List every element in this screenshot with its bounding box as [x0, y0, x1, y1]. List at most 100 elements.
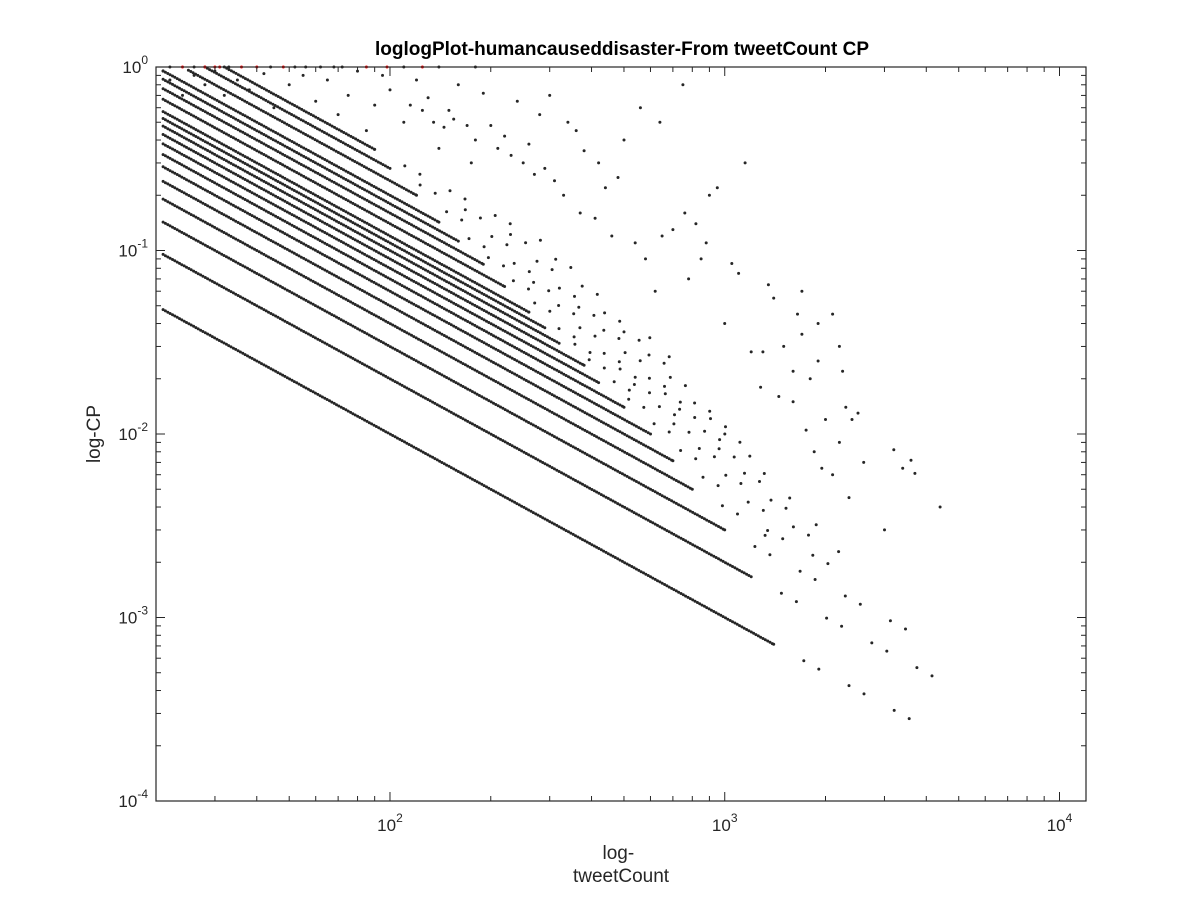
data-point-3283 — [334, 137, 338, 141]
data-point-1047 — [248, 227, 252, 231]
data-point-3149 — [254, 106, 258, 109]
data-point-743 — [665, 496, 669, 500]
data-point-372 — [405, 386, 409, 390]
data-point-2472 — [356, 216, 360, 220]
data-point-907 — [466, 364, 470, 368]
data-point-744 — [667, 498, 671, 501]
data-point-2083 — [264, 181, 268, 185]
data-point-3018 — [222, 102, 226, 106]
data-point-699 — [562, 440, 566, 444]
data-point-1302 — [316, 250, 320, 254]
data-point-3390 — [782, 344, 786, 348]
data-point-2492 — [403, 242, 406, 246]
data-point-3374 — [361, 141, 365, 145]
data-point-3279 — [325, 132, 329, 136]
data-point-360 — [377, 371, 381, 375]
data-point-623 — [384, 342, 388, 346]
data-point-3020 — [227, 105, 231, 109]
data-point-2895 — [253, 127, 256, 131]
data-point-1150 — [489, 359, 493, 363]
data-point-2416 — [224, 144, 228, 148]
data-point-2060 — [210, 151, 214, 155]
data-point-1885 — [241, 176, 245, 180]
data-point-1391 — [524, 364, 528, 368]
data-point-85 — [360, 417, 364, 421]
data-point-1515 — [309, 234, 313, 237]
data-point-289 — [210, 279, 214, 283]
data-point-2810 — [395, 215, 399, 219]
data-point-1702 — [267, 200, 270, 204]
data-point-1199 — [604, 422, 608, 426]
data-point-882 — [407, 332, 411, 336]
data-point-3239 — [231, 80, 235, 84]
data-point-2568 — [192, 114, 196, 118]
data-point-1015 — [173, 186, 177, 190]
data-point-3138 — [229, 91, 233, 95]
data-point-1538 — [363, 263, 367, 267]
data-point-76 — [339, 405, 343, 409]
data-point-988 — [656, 468, 659, 472]
data-point-2918 — [306, 157, 310, 161]
data-point-720 — [611, 467, 615, 471]
data-point-604 — [339, 318, 343, 322]
data-point-1546 — [381, 273, 385, 277]
data-point-2312 — [384, 239, 388, 243]
data-point-2624 — [323, 186, 327, 190]
data-point-3476 — [856, 411, 860, 415]
data-point-999 — [681, 482, 685, 486]
data-point-3343 — [288, 101, 292, 105]
data-point-2365 — [508, 307, 512, 311]
data-point-770 — [768, 553, 772, 557]
data-point-2036 — [703, 429, 707, 433]
data-point-1056 — [269, 239, 273, 242]
data-point-1779 — [447, 299, 451, 303]
data-point-1403 — [552, 379, 556, 383]
data-point-1184 — [569, 403, 573, 407]
data-point-835 — [297, 272, 301, 276]
data-point-1932 — [351, 237, 355, 241]
data-point-341 — [332, 346, 336, 350]
data-point-45 — [267, 365, 270, 369]
data-point-325 — [295, 326, 299, 330]
data-point-1825 — [555, 358, 559, 362]
data-point-1987 — [480, 307, 484, 311]
data-point-1670 — [192, 159, 196, 163]
data-point-1764 — [412, 279, 416, 283]
data-point-3005 — [192, 86, 196, 90]
data-point-2886 — [231, 116, 235, 120]
data-point-1507 — [290, 223, 294, 227]
data-point-3299 — [372, 158, 376, 161]
data-point-912 — [477, 371, 481, 375]
data-point-1622 — [560, 371, 563, 375]
data-point-383 — [431, 400, 435, 404]
data-point-183 — [590, 543, 594, 547]
data-point-417 — [510, 444, 514, 448]
data-point-3443 — [456, 83, 460, 87]
data-point-1161 — [515, 373, 519, 377]
data-point-1313 — [342, 264, 345, 268]
data-point-718 — [606, 464, 610, 468]
data-point-1220 — [653, 449, 657, 453]
data-point-2517 — [461, 274, 465, 278]
data-point-2265 — [274, 178, 278, 182]
data-point-2923 — [318, 163, 322, 167]
data-point-2005 — [522, 330, 526, 334]
data-point-965 — [602, 439, 606, 443]
data-point-221 — [679, 592, 683, 595]
data-point-1420 — [592, 401, 596, 405]
data-point-391 — [449, 410, 453, 414]
data-point-2531 — [494, 292, 498, 296]
data-point-3108 — [433, 218, 437, 222]
data-point-2180 — [492, 305, 495, 309]
data-point-985 — [649, 464, 652, 468]
data-point-1923 — [330, 225, 334, 229]
data-point-1290 — [288, 234, 292, 238]
data-point-1741 — [358, 250, 362, 254]
data-point-2529 — [489, 289, 493, 293]
data-point-435 — [552, 467, 556, 471]
data-point-2080 — [257, 177, 261, 181]
data-point-2552 — [663, 384, 666, 388]
data-point-3029 — [248, 116, 252, 120]
data-point-1384 — [508, 355, 512, 359]
data-point-2389 — [161, 110, 165, 114]
